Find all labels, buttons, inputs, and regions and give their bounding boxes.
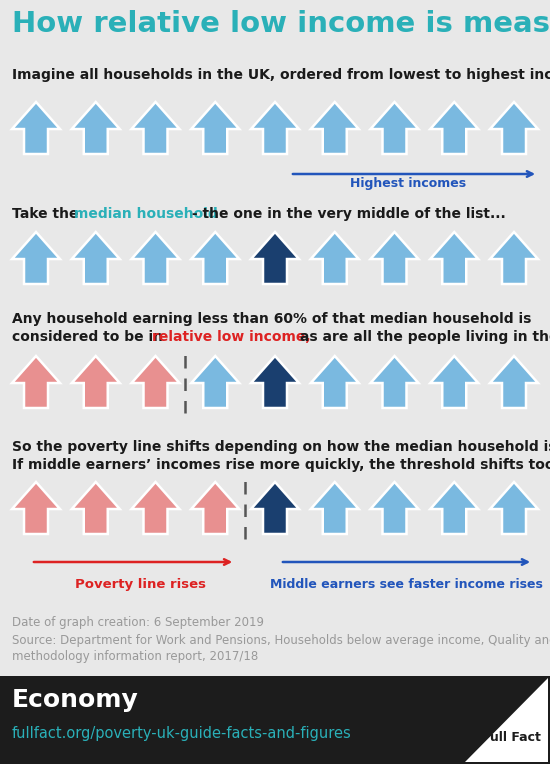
Polygon shape: [251, 356, 299, 408]
Polygon shape: [371, 232, 419, 284]
Polygon shape: [131, 482, 179, 534]
Text: How relative low income is measured: How relative low income is measured: [12, 10, 550, 38]
Polygon shape: [490, 232, 538, 284]
Text: Source: Department for Work and Pensions, Households below average income, Quali: Source: Department for Work and Pensions…: [12, 634, 550, 647]
Polygon shape: [311, 232, 359, 284]
Text: Imagine all households in the UK, ordered from lowest to highest income...: Imagine all households in the UK, ordere…: [12, 68, 550, 82]
Text: So the poverty line shifts depending on how the median household is doing.: So the poverty line shifts depending on …: [12, 440, 550, 454]
Text: If middle earners’ incomes rise more quickly, the threshold shifts too: If middle earners’ incomes rise more qui…: [12, 458, 550, 472]
Polygon shape: [430, 356, 478, 408]
Polygon shape: [251, 482, 299, 534]
Polygon shape: [191, 482, 239, 534]
Polygon shape: [490, 482, 538, 534]
Text: methodology information report, 2017/18: methodology information report, 2017/18: [12, 650, 258, 663]
Polygon shape: [12, 232, 60, 284]
Polygon shape: [72, 232, 120, 284]
Polygon shape: [465, 678, 548, 762]
Polygon shape: [131, 356, 179, 408]
Text: relative low income,: relative low income,: [152, 330, 311, 344]
Bar: [0, 676, 550, 764]
Polygon shape: [72, 356, 120, 408]
Polygon shape: [371, 482, 419, 534]
Polygon shape: [311, 356, 359, 408]
Text: as are all the people living in them: as are all the people living in them: [295, 330, 550, 344]
Polygon shape: [131, 232, 179, 284]
Polygon shape: [430, 232, 478, 284]
Text: median household: median household: [74, 207, 218, 221]
Polygon shape: [311, 482, 359, 534]
Text: Take the: Take the: [12, 207, 84, 221]
Text: Any household earning less than 60% of that median household is: Any household earning less than 60% of t…: [12, 312, 531, 326]
Text: - the one in the very middle of the list...: - the one in the very middle of the list…: [187, 207, 506, 221]
Polygon shape: [131, 102, 179, 154]
Polygon shape: [311, 102, 359, 154]
Text: Highest incomes: Highest incomes: [350, 177, 466, 190]
Polygon shape: [12, 482, 60, 534]
Text: Date of graph creation: 6 September 2019: Date of graph creation: 6 September 2019: [12, 616, 264, 629]
Polygon shape: [430, 482, 478, 534]
Polygon shape: [371, 102, 419, 154]
Polygon shape: [12, 102, 60, 154]
Text: Economy: Economy: [12, 688, 139, 712]
Polygon shape: [72, 482, 120, 534]
Polygon shape: [430, 102, 478, 154]
Polygon shape: [12, 356, 60, 408]
Text: Full Fact: Full Fact: [482, 731, 541, 744]
Polygon shape: [72, 102, 120, 154]
Polygon shape: [251, 102, 299, 154]
Polygon shape: [490, 356, 538, 408]
Polygon shape: [251, 232, 299, 284]
Polygon shape: [371, 356, 419, 408]
Text: fullfact.org/poverty-uk-guide-facts-and-figures: fullfact.org/poverty-uk-guide-facts-and-…: [12, 726, 352, 741]
Polygon shape: [490, 102, 538, 154]
Text: considered to be in: considered to be in: [12, 330, 168, 344]
Polygon shape: [191, 356, 239, 408]
Text: Middle earners see faster income rises: Middle earners see faster income rises: [270, 578, 543, 591]
Polygon shape: [191, 102, 239, 154]
Text: Poverty line rises: Poverty line rises: [75, 578, 206, 591]
Polygon shape: [191, 232, 239, 284]
